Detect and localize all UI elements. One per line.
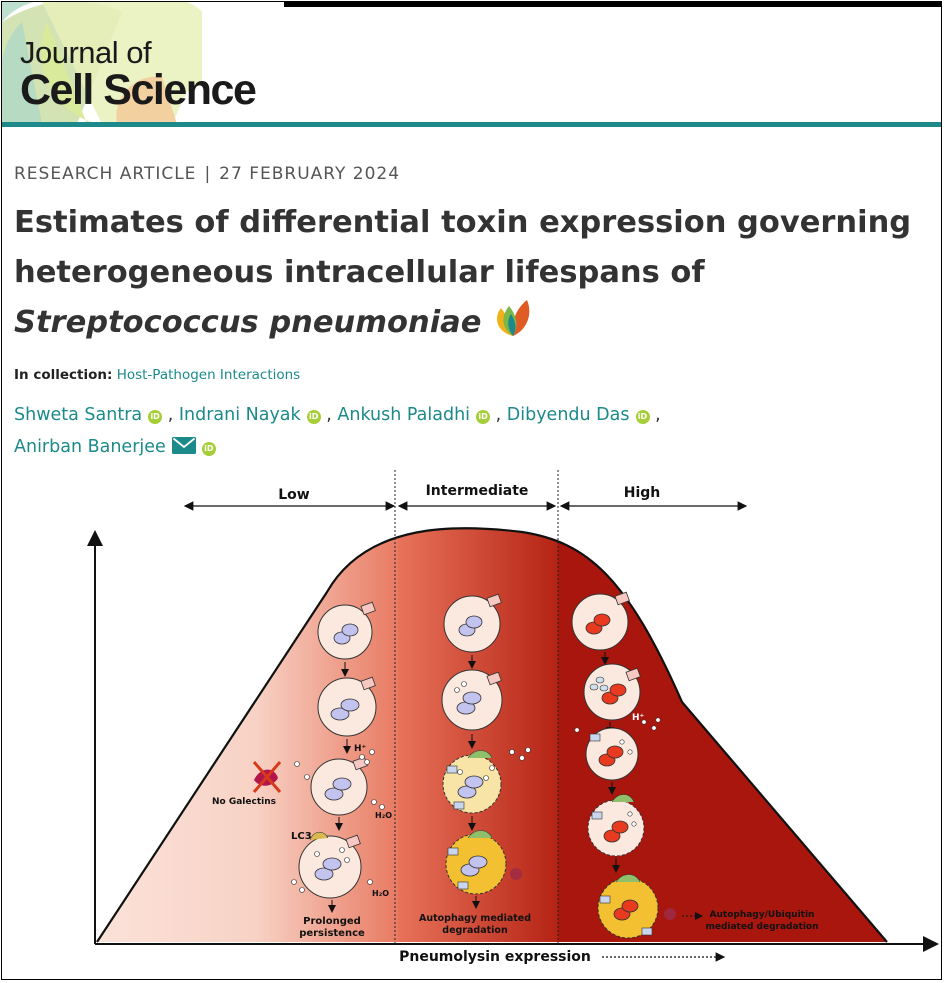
cell-sequence-low: H⁺ H₂O LC3 H₂O Prolonged persistence No … [212,601,392,939]
journal-logo[interactable]: Journal of Cell Science [20,35,257,114]
cell-sequence-high: H⁺ Autophagy/Ubiquitin mediated degradat… [571,591,819,939]
author-name[interactable]: Ankush Paladhi [337,405,471,425]
collection-link[interactable]: Host-Pathogen Interactions [116,367,301,383]
meta-separator: | [204,164,212,184]
water-label: H₂O [372,889,389,898]
cell-sequence-intermediate: Autophagy mediated degradation [419,593,531,936]
outcome-label-low: persistence [299,928,365,939]
author-name[interactable]: Anirban Banerjee [14,437,166,457]
journal-logo-graphic [2,2,202,124]
article-type: RESEARCH ARTICLE [14,164,197,184]
author-name[interactable]: Dibyendu Das [506,405,630,425]
orcid-icon[interactable]: iD [476,410,491,424]
author-separator: , [320,405,338,425]
title-line-2: heterogeneous intracellular lifespans of [14,255,705,290]
water-label: H₂O [375,811,392,820]
journal-name-line2: Cell Science [20,66,257,114]
outcome-label-intermediate: degradation [442,925,508,936]
title-line-3: Streptococcus pneumoniae [14,298,934,348]
outcome-label-low: Prolonged [303,916,361,927]
outcome-label-intermediate: Autophagy mediated [419,913,531,924]
lc3-label: LC3 [291,831,312,842]
region-label-low: Low [278,487,310,503]
article-meta: RESEARCH ARTICLE | 27 FEBRUARY 2024 [14,164,400,184]
proton-label: H⁺ [632,713,645,723]
orcid-icon[interactable]: iD [201,442,216,456]
open-access-leaf-icon[interactable] [493,298,533,338]
author-separator: , [490,405,507,425]
header-bar [284,2,941,7]
author-separator: , [162,405,179,425]
outcome-label-high: Autophagy/Ubiquitin [710,910,815,920]
orcid-icon[interactable]: iD [635,410,650,424]
author-line-1: Shweta Santra iD , Indrani Nayak iD , Anku… [14,399,914,431]
collection-label: In collection: [14,367,113,383]
region-label-high: High [624,485,661,501]
header-divider [2,122,941,127]
region-label-intermediate: Intermediate [426,483,529,499]
journal-name-line1: Journal of [20,35,152,70]
author-name[interactable]: Shweta Santra [14,405,143,425]
collection-line: In collection: Host-Pathogen Interaction… [14,367,300,383]
author-line-2: Anirban Banerjee iD [14,431,914,463]
graphical-abstract: Low Intermediate High Pneumolysin expres… [87,470,939,965]
outcome-label-high: mediated degradation [705,922,818,932]
journal-masthead: Journal of Cell Science [2,2,941,124]
orcid-icon[interactable]: iD [306,410,321,424]
email-icon[interactable] [171,437,196,454]
orcid-icon[interactable]: iD [148,410,163,424]
no-galectins-label: No Galectins [212,797,276,807]
expression-curve [97,528,887,942]
article-date: 27 FEBRUARY 2024 [219,164,401,184]
proton-label: H⁺ [354,744,367,754]
title-species: Streptococcus pneumoniae [14,305,482,340]
author-separator: , [649,405,661,425]
author-name[interactable]: Indrani Nayak [178,405,301,425]
x-axis-label: Pneumolysin expression [399,949,591,965]
author-list: Shweta Santra iD , Indrani Nayak iD , Anku… [14,399,914,463]
article-title: Estimates of differential toxin expressi… [14,198,934,348]
title-line-1: Estimates of differential toxin expressi… [14,205,912,240]
